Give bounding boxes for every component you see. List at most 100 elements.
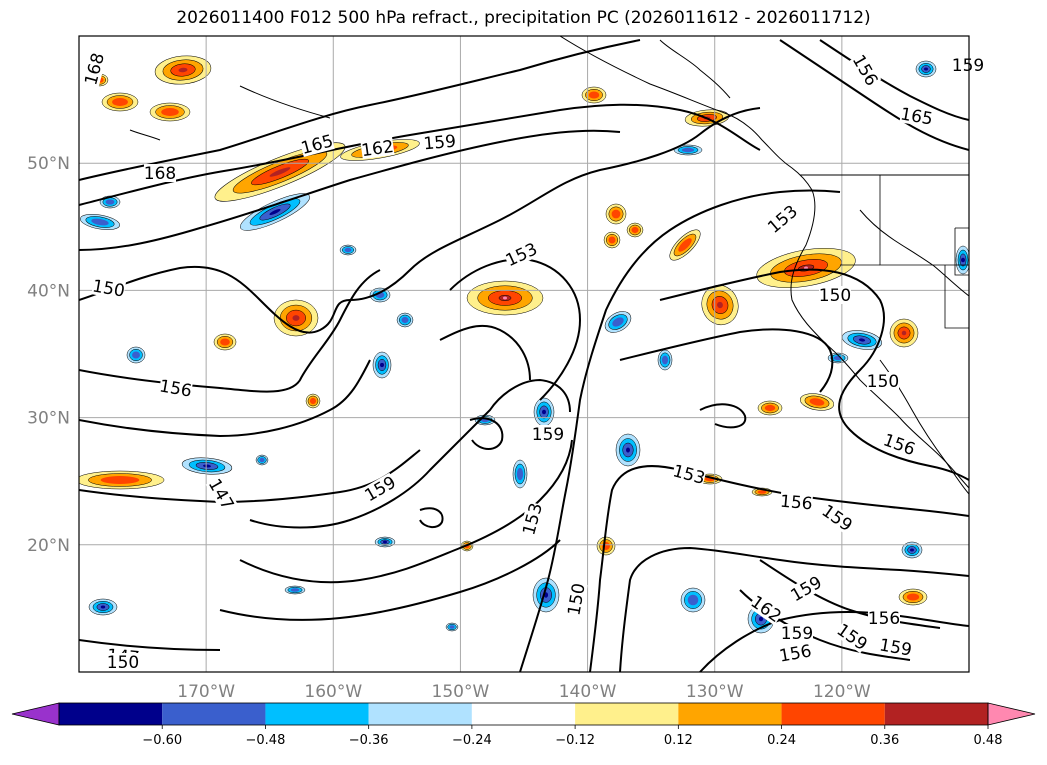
precip-band (309, 397, 317, 405)
precip-cell (673, 144, 703, 156)
lat-tick-label: 50°N (27, 154, 70, 174)
gridlines (79, 36, 969, 672)
colorbar-tick-label: −0.60 (142, 733, 182, 748)
precip-cell (898, 588, 928, 606)
refractivity-contour (619, 328, 834, 393)
contour-label-text: 159 (781, 624, 813, 644)
precip-cell (889, 318, 919, 348)
precip-band (906, 593, 920, 601)
precip-band (612, 317, 624, 327)
lat-tick-label: 20°N (27, 536, 70, 556)
coastline (559, 36, 969, 489)
precip-band (100, 476, 140, 484)
contour-label: 159 (532, 425, 564, 445)
border-line (944, 265, 969, 329)
precip-cell (126, 346, 146, 364)
precip-cell (603, 231, 621, 249)
contour-label-bg (361, 472, 399, 505)
precip-cell (841, 330, 883, 350)
contour-label-text: 150 (819, 286, 851, 306)
contour-label-bg (519, 501, 545, 537)
precip-band (220, 338, 230, 346)
precip-band (178, 67, 188, 73)
precip-cell (596, 536, 616, 556)
precip-band (383, 540, 387, 544)
precip-band (503, 296, 507, 300)
refractivity-contour (79, 639, 221, 651)
precip-band (259, 457, 265, 463)
contour-label: 165 (899, 104, 934, 129)
contour-label: 168 (144, 164, 176, 184)
precip-cell (680, 587, 706, 613)
precip-band (858, 338, 866, 342)
contour-label-bg (781, 624, 813, 642)
contour-label-bg (422, 131, 457, 153)
precip-band (717, 301, 723, 309)
contour-label-bg (299, 131, 335, 157)
precip-cell (955, 245, 969, 275)
contour-label-bg (819, 501, 856, 535)
contour-label-bg (868, 609, 900, 627)
coastline (859, 209, 969, 297)
lon-tick-label: 170°W (177, 682, 235, 702)
precip-cell (255, 454, 269, 466)
precip-band (764, 404, 776, 412)
contour-label-bg (91, 276, 127, 300)
refractivity-contour (79, 107, 761, 334)
precip-cell (79, 470, 165, 490)
precip-band (961, 257, 965, 263)
coastline (129, 129, 161, 141)
colorbar-segment (162, 703, 266, 725)
colorbar: −0.60 −0.48 −0.36 −0.24 −0.12 0.12 0.24 0.36 0.4… (11, 702, 1036, 748)
colorbar-tick-label: 0.36 (870, 733, 899, 748)
precip-band (292, 315, 300, 321)
contour-label: 156 (868, 609, 900, 629)
contour-label: 159 (423, 132, 457, 155)
colorbar-segment (678, 703, 782, 725)
precip-band (910, 548, 914, 552)
precip-cell (757, 400, 783, 416)
contour-label-bg (878, 635, 914, 659)
colorbar-frame (58, 702, 989, 726)
refractivity-contour (619, 546, 969, 672)
colorbar-tick-label: −0.12 (555, 733, 595, 748)
precip-band (588, 91, 600, 99)
refractivity-contour (219, 539, 561, 621)
precip-band (161, 108, 179, 116)
precip-band (758, 616, 764, 622)
contour-label-bg (777, 641, 813, 665)
contour-label-text: 162 (360, 137, 395, 161)
lon-tick-label: 120°W (813, 682, 871, 702)
precip-band (100, 605, 106, 609)
longitude-labels: 170°W 160°W 150°W 140°W 130°W 120°W (177, 682, 871, 702)
contour-label-bg (952, 56, 984, 74)
precip-cell (581, 86, 607, 104)
precip-cell (466, 280, 544, 316)
precip-band (611, 209, 621, 219)
precip-cell (604, 311, 632, 333)
precip-cell (532, 577, 560, 613)
precip-band (91, 218, 109, 226)
contour-label-text: 156 (868, 609, 900, 629)
contour-label-bg (532, 425, 564, 443)
precip-cell (445, 622, 459, 632)
precip-band (809, 398, 825, 406)
precip-band (203, 464, 211, 468)
contour-label: 150 (867, 372, 899, 392)
precip-cell (339, 244, 357, 256)
contour-label: 150 (91, 276, 126, 301)
contour-label-text: 159 (952, 56, 984, 76)
precip-band (132, 351, 140, 359)
contour-label-bg (867, 372, 899, 390)
contour-label-bg (881, 430, 918, 459)
precip-band (626, 447, 630, 453)
precip-cell (154, 55, 212, 85)
precip-cell (901, 541, 923, 559)
precip-cell (213, 333, 237, 351)
precipitation-layer (79, 55, 969, 634)
contour-label-text: 159 (532, 425, 564, 445)
refractivity-contour (759, 559, 941, 629)
precip-cell (374, 536, 396, 548)
contour-label-bg (360, 136, 395, 160)
